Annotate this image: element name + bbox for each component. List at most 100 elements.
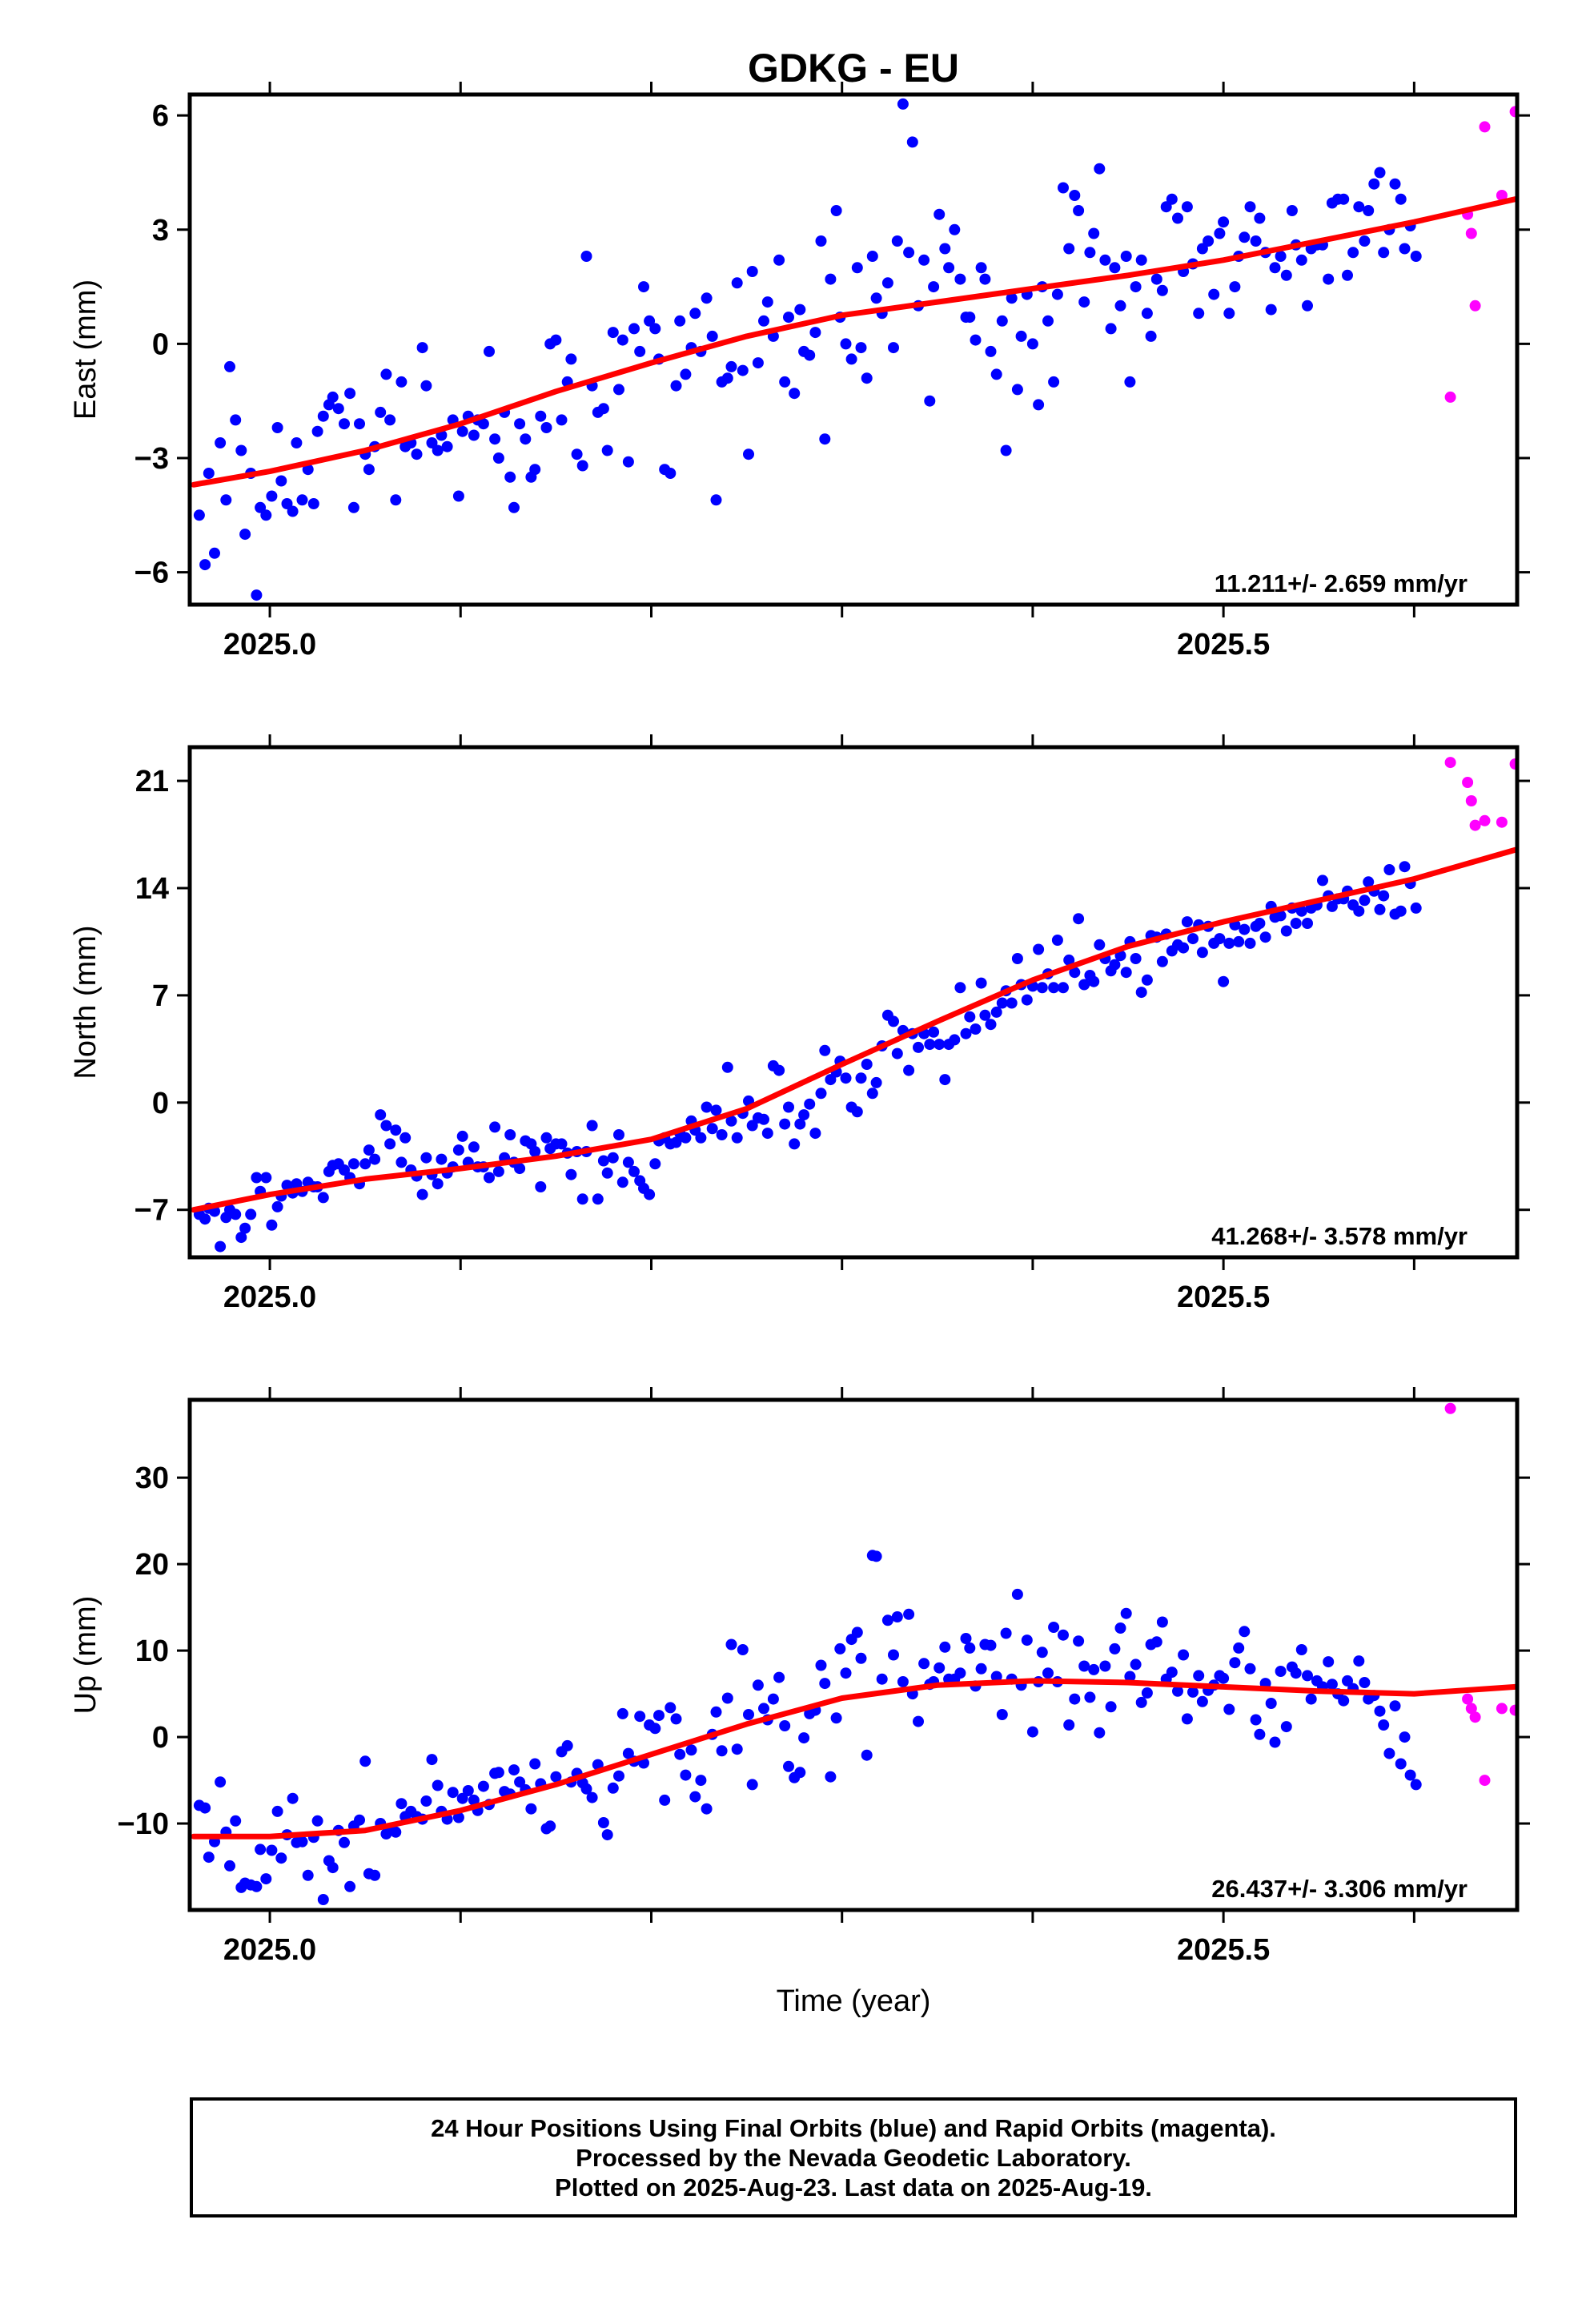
final-point bbox=[1404, 1769, 1416, 1781]
final-point bbox=[420, 380, 432, 392]
final-point bbox=[1048, 1622, 1060, 1633]
final-point bbox=[737, 1644, 749, 1655]
final-point bbox=[287, 1792, 299, 1804]
final-point bbox=[1124, 376, 1136, 388]
rapid-point bbox=[1462, 777, 1474, 788]
rapid-point bbox=[1479, 121, 1491, 133]
final-point bbox=[1088, 227, 1100, 239]
final-point bbox=[903, 1064, 915, 1076]
final-point bbox=[628, 323, 640, 335]
final-point bbox=[794, 1118, 806, 1130]
final-point bbox=[432, 1779, 444, 1791]
final-point bbox=[804, 349, 816, 361]
final-point bbox=[855, 1652, 867, 1664]
final-point bbox=[441, 440, 453, 452]
ytick-label: 30 bbox=[135, 1462, 169, 1495]
final-point bbox=[819, 1044, 831, 1056]
final-point bbox=[1120, 967, 1132, 979]
final-point bbox=[492, 452, 504, 464]
final-point bbox=[710, 494, 722, 506]
final-point bbox=[659, 1794, 671, 1806]
final-point bbox=[1208, 288, 1220, 300]
final-point bbox=[1410, 1779, 1422, 1791]
final-point bbox=[840, 338, 852, 350]
final-point bbox=[1130, 281, 1142, 293]
final-point bbox=[758, 1703, 769, 1715]
final-point bbox=[644, 1188, 656, 1200]
final-point bbox=[1109, 1642, 1121, 1655]
final-point bbox=[1395, 1758, 1407, 1770]
final-point bbox=[1069, 1693, 1081, 1705]
final-point bbox=[1395, 905, 1407, 917]
plot-area-east bbox=[191, 98, 1517, 601]
final-point bbox=[1395, 193, 1407, 205]
final-point bbox=[1323, 273, 1335, 285]
final-point bbox=[881, 1614, 893, 1626]
final-point bbox=[390, 1124, 402, 1136]
final-point bbox=[504, 1129, 516, 1140]
final-point bbox=[834, 1642, 846, 1655]
final-point bbox=[1099, 254, 1111, 266]
final-point bbox=[1196, 243, 1208, 255]
final-point bbox=[928, 1026, 940, 1038]
final-point bbox=[670, 1136, 682, 1148]
model-line bbox=[191, 846, 1517, 1213]
final-point bbox=[840, 1072, 852, 1084]
final-point bbox=[239, 529, 251, 541]
ytick-label: 0 bbox=[152, 1721, 169, 1755]
final-point bbox=[773, 1671, 785, 1683]
rapid-point bbox=[1496, 190, 1508, 201]
final-point bbox=[307, 498, 319, 509]
final-point bbox=[452, 490, 464, 502]
final-point bbox=[918, 1658, 930, 1670]
final-point bbox=[1275, 1666, 1287, 1677]
final-point bbox=[224, 360, 235, 372]
final-point bbox=[215, 1776, 227, 1788]
final-point bbox=[220, 494, 232, 506]
final-point bbox=[674, 315, 686, 327]
final-point bbox=[520, 433, 532, 445]
final-point bbox=[634, 345, 646, 357]
final-point bbox=[215, 437, 227, 448]
final-point bbox=[601, 1167, 613, 1179]
final-point bbox=[665, 468, 677, 479]
final-point bbox=[1069, 967, 1081, 979]
final-point bbox=[1042, 1667, 1054, 1679]
final-point bbox=[1078, 1660, 1090, 1672]
final-point bbox=[607, 1152, 619, 1164]
final-point bbox=[1250, 1714, 1262, 1726]
final-point bbox=[1317, 875, 1328, 887]
final-point bbox=[1280, 1721, 1292, 1733]
final-point bbox=[960, 1633, 972, 1644]
final-point bbox=[1000, 444, 1012, 456]
final-point bbox=[622, 1747, 634, 1759]
final-point bbox=[773, 1064, 785, 1076]
plot-area-north bbox=[191, 757, 1517, 1252]
final-point bbox=[680, 368, 692, 380]
final-point bbox=[266, 1844, 278, 1856]
final-point bbox=[224, 1860, 235, 1872]
final-point bbox=[302, 1869, 314, 1881]
final-point bbox=[975, 1663, 987, 1675]
final-point bbox=[960, 1027, 972, 1039]
final-point bbox=[1109, 262, 1121, 274]
final-point bbox=[825, 1074, 837, 1086]
final-point bbox=[964, 1642, 976, 1654]
final-point bbox=[1172, 1685, 1183, 1697]
final-point bbox=[1286, 205, 1298, 216]
rapid-point bbox=[1462, 1693, 1474, 1705]
final-point bbox=[535, 410, 547, 422]
final-point bbox=[354, 1814, 365, 1826]
final-point bbox=[1088, 975, 1100, 987]
final-point bbox=[561, 1739, 573, 1751]
final-point bbox=[1363, 876, 1375, 888]
final-point bbox=[199, 559, 211, 571]
final-point bbox=[1214, 933, 1226, 945]
final-point bbox=[199, 1802, 211, 1814]
final-point bbox=[436, 1153, 448, 1165]
ytick-label: −10 bbox=[118, 1807, 169, 1841]
final-point bbox=[339, 1836, 350, 1848]
final-point bbox=[514, 1776, 526, 1788]
final-point bbox=[296, 1835, 308, 1848]
